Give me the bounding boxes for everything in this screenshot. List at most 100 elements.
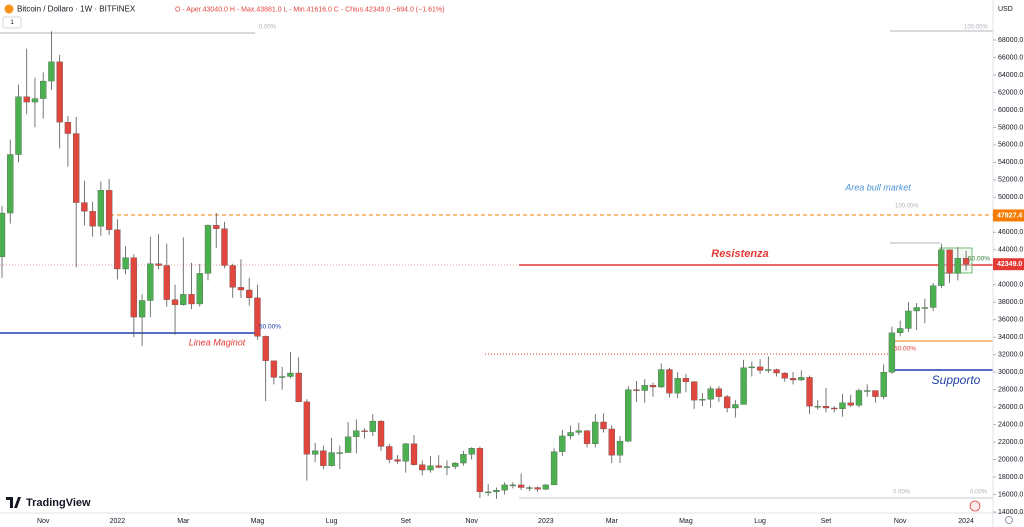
- candle-body: [64, 122, 72, 134]
- candle-body: [31, 98, 39, 103]
- candle-body: [929, 285, 937, 308]
- candle-body: [485, 491, 492, 494]
- candle-body: [468, 448, 475, 455]
- settings-icon[interactable]: [1005, 516, 1013, 524]
- candle-body: [707, 388, 714, 400]
- candle-body: [336, 452, 343, 454]
- candle-body: [921, 307, 929, 309]
- fib-label: 0.00%: [893, 490, 911, 496]
- candle-body: [386, 446, 393, 460]
- candle-body: [674, 378, 681, 394]
- x-tick-label: Nov: [894, 518, 907, 525]
- candle-body: [435, 465, 442, 468]
- candle-body: [56, 61, 63, 123]
- candle-body: [913, 307, 920, 312]
- y-tick-label: 24000.0: [998, 421, 1023, 428]
- y-tick-label: 40000.0: [998, 282, 1023, 289]
- fib-label: 0.00%: [259, 25, 277, 31]
- candle-body: [864, 390, 871, 392]
- candle-body: [748, 366, 755, 369]
- fib-label: 100.00%: [964, 25, 988, 31]
- candle-body: [625, 389, 632, 442]
- candle-body: [962, 258, 970, 265]
- brand-logo: [6, 497, 21, 508]
- candle-body: [509, 484, 517, 487]
- candle-body: [73, 133, 80, 203]
- candle-body: [682, 378, 690, 382]
- y-tick-label: 22000.0: [998, 439, 1023, 446]
- candle-body: [122, 257, 129, 270]
- interval-button[interactable]: [2, 16, 22, 29]
- price-label-box: [993, 258, 1024, 271]
- y-tick-label: 34000.0: [998, 334, 1023, 341]
- candle-body: [7, 154, 14, 214]
- fib-label: 0.00%: [970, 490, 988, 496]
- candle-body: [938, 249, 945, 286]
- candle-body: [130, 257, 137, 318]
- candle-body: [905, 310, 912, 329]
- candle-body: [427, 465, 434, 471]
- candle-body: [476, 448, 484, 493]
- candle-body: [15, 96, 22, 155]
- candle-body: [369, 420, 376, 432]
- candle-body: [394, 459, 401, 462]
- brand: TradingView: [26, 497, 91, 509]
- candle-body: [188, 294, 195, 305]
- candle-body: [814, 406, 821, 408]
- y-tick-label: 54000.0: [998, 159, 1023, 166]
- y-tick-label: 38000.0: [998, 299, 1023, 306]
- y-tick-label: 68000.0: [998, 37, 1023, 44]
- candle-body: [550, 451, 558, 486]
- candle-body: [287, 372, 294, 377]
- y-tick-label: 36000.0: [998, 317, 1023, 324]
- candle-body: [493, 489, 500, 493]
- price-label: 42349.0: [997, 261, 1022, 268]
- candle-body: [97, 190, 105, 227]
- candle-body: [270, 360, 278, 378]
- y-tick-label: 50000.0: [998, 194, 1023, 201]
- candles: [0, 31, 970, 499]
- y-tick-label: 20000.0: [998, 456, 1023, 463]
- x-tick-label: Mag: [679, 518, 693, 525]
- candle-body: [246, 289, 253, 299]
- y-tick-label: 16000.0: [998, 491, 1023, 498]
- fib-label: 50.00%: [259, 324, 281, 331]
- candle-body: [715, 388, 723, 397]
- candle-body: [279, 376, 286, 378]
- candle-body: [616, 441, 624, 456]
- candle-body: [855, 390, 863, 406]
- candle-body: [592, 421, 599, 444]
- candle-body: [600, 421, 607, 430]
- candle-body: [723, 396, 731, 409]
- candle-body: [361, 430, 368, 432]
- candle-body: [147, 263, 154, 301]
- icon[interactable]: [969, 500, 981, 512]
- x-tick-label: 2023: [538, 518, 554, 525]
- candle-body: [954, 258, 961, 274]
- candle-body: [320, 450, 327, 466]
- candle-body: [295, 372, 302, 403]
- fib-label: 50.00%: [968, 256, 990, 263]
- candle-body: [23, 96, 30, 103]
- candle-body: [254, 297, 261, 337]
- y-tick-label: 60000.0: [998, 107, 1023, 114]
- candle-body: [649, 385, 657, 388]
- candle-body: [377, 420, 385, 447]
- candle-body: [633, 389, 640, 391]
- ohlc-legend: O - Aper.43040.0 H - Max.43881.0 L - Min…: [175, 6, 444, 13]
- x-tick-label: Mag: [251, 518, 265, 525]
- x-tick-label: Set: [821, 518, 832, 525]
- interval[interactable]: 1: [10, 19, 14, 26]
- candle-body: [789, 378, 797, 381]
- candle-body: [155, 263, 162, 266]
- x-tick-label: 2022: [110, 518, 126, 525]
- candle-body: [452, 462, 459, 467]
- annotation: Area bull market: [844, 182, 911, 192]
- candle-body: [204, 225, 212, 274]
- candle-body: [756, 366, 764, 371]
- candle-body: [567, 432, 574, 437]
- candle-body: [460, 454, 467, 464]
- candle-body: [114, 229, 121, 270]
